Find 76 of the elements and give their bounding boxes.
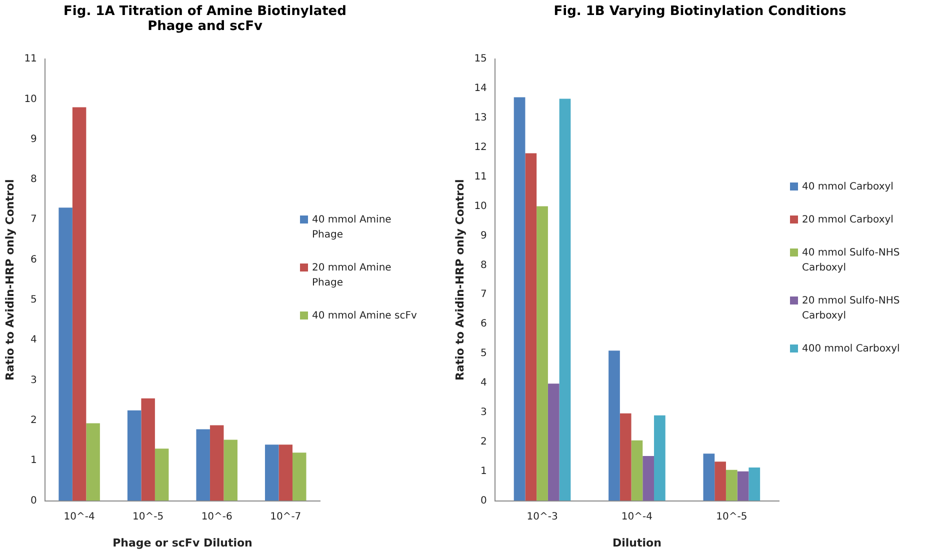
bar <box>154 448 169 501</box>
y-tick-label: 9 <box>480 230 487 242</box>
y-tick-label: 7 <box>30 214 37 226</box>
y-axis-title: Ratio to Avidin-HRP only Control <box>3 179 16 381</box>
y-tick-label: 10 <box>474 200 487 212</box>
bar <box>224 440 238 501</box>
y-tick-label: 11 <box>24 54 37 65</box>
y-tick-label: 2 <box>30 415 37 426</box>
bar <box>292 452 306 501</box>
bar <box>58 208 72 501</box>
x-tick-label: 10^-4 <box>621 511 652 522</box>
y-tick-label: 2 <box>480 436 487 448</box>
y-tick-label: 15 <box>474 54 487 65</box>
bar <box>748 468 760 501</box>
y-tick-label: 9 <box>30 134 37 145</box>
bar <box>86 423 100 501</box>
legend-label: 400 mmol Carboxyl <box>802 342 900 356</box>
y-tick-label: 11 <box>474 171 487 182</box>
bar <box>714 462 726 501</box>
x-axis-title: Phage or scFv Dilution <box>112 536 252 550</box>
legend-label: 20 mmol Amine Phage <box>312 262 392 290</box>
y-tick-label: 5 <box>30 294 37 306</box>
y-tick-label: 0 <box>30 495 37 506</box>
y-axis-title: Ratio to Avidin-HRP only Control <box>453 179 466 381</box>
bar <box>196 429 210 501</box>
y-tick-label: 13 <box>474 112 487 124</box>
y-tick-label: 8 <box>30 174 37 186</box>
bar <box>127 410 142 501</box>
bar <box>514 97 526 501</box>
y-tick-label: 1 <box>480 466 487 477</box>
bar <box>264 444 279 501</box>
legend-label: 40 mmol Amine Phage <box>312 214 392 242</box>
bar <box>278 444 292 501</box>
y-tick-label: 4 <box>30 334 37 346</box>
legend-label: 40 mmol Sulfo-NHS Carboxyl <box>802 246 901 276</box>
x-tick-label: 10^-6 <box>201 511 232 522</box>
bar <box>654 415 666 501</box>
y-tick-label: 7 <box>480 289 487 300</box>
y-tick-label: 4 <box>480 378 487 389</box>
chart-title: Fig. 1B Varying Biotinylation Conditions <box>552 4 848 19</box>
y-tick-label: 0 <box>480 495 487 506</box>
x-tick-label: 10^-5 <box>132 511 164 522</box>
y-tick-label: 3 <box>30 374 37 386</box>
bar <box>642 456 654 501</box>
bar <box>631 440 643 501</box>
bar <box>536 206 548 501</box>
bar <box>210 425 224 501</box>
bar <box>737 471 749 501</box>
bar <box>608 350 620 501</box>
x-tick-label: 10^-5 <box>716 511 748 522</box>
y-tick-label: 10 <box>24 94 37 105</box>
bar <box>726 470 738 501</box>
y-tick-label: 5 <box>480 348 487 360</box>
chart-title: Fig. 1A Titration of Amine Biotinylated Phage and scFv <box>62 4 348 34</box>
bar <box>548 384 560 501</box>
bar <box>525 153 537 501</box>
bar <box>72 107 86 501</box>
bar <box>620 413 632 501</box>
bar <box>703 454 715 501</box>
y-tick-label: 3 <box>480 407 487 418</box>
x-tick-label: 10^-3 <box>526 511 558 522</box>
y-tick-label: 14 <box>474 83 487 94</box>
y-tick-label: 8 <box>480 260 487 271</box>
x-tick-label: 10^-4 <box>64 511 95 522</box>
bar <box>559 98 571 501</box>
legend-label: 20 mmol Carboxyl <box>802 214 894 228</box>
legend-label: 20 mmol Sulfo-NHS Carboxyl <box>802 294 901 324</box>
legend-label: 40 mmol Carboxyl <box>802 180 894 194</box>
y-tick-label: 1 <box>30 455 37 466</box>
x-tick-label: 10^-7 <box>270 511 302 522</box>
legend-label: 40 mmol Amine scFv <box>312 310 417 324</box>
x-axis-title: Dilution <box>612 536 662 550</box>
bar <box>141 398 155 501</box>
y-tick-label: 6 <box>480 318 487 330</box>
y-tick-label: 12 <box>474 142 487 153</box>
y-tick-label: 6 <box>30 254 37 266</box>
